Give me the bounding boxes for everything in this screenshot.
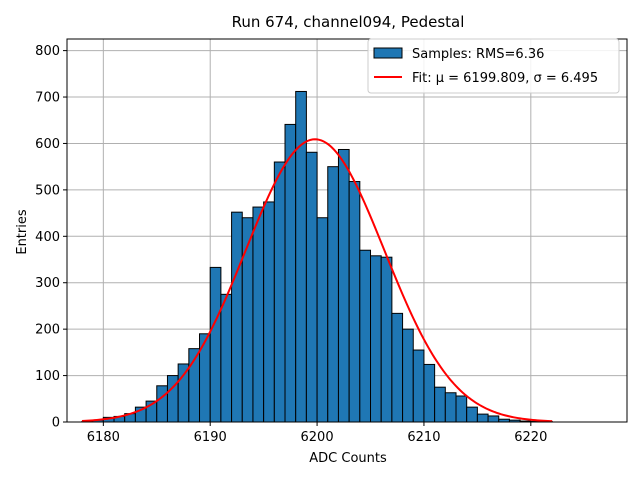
x-axis-ticks: 6180 6190 6200 6210 6220 <box>87 422 547 445</box>
histogram-bar <box>305 151 318 423</box>
x-tick-label: 6180 <box>87 430 120 445</box>
y-tick-label: 100 <box>35 369 60 384</box>
chart-title: Run 674, channel094, Pedestal <box>232 13 465 31</box>
histogram-bar <box>434 386 446 423</box>
y-axis-label: Entries <box>15 209 30 255</box>
histogram-bar <box>337 148 350 423</box>
histogram-bar <box>284 123 297 423</box>
x-tick-label: 6200 <box>301 430 334 445</box>
histogram-bar <box>252 206 265 423</box>
histogram-bars <box>81 90 553 423</box>
legend-histogram-label: Samples: RMS=6.36 <box>412 47 544 62</box>
histogram-bar <box>380 256 393 423</box>
histogram-bar <box>423 363 436 423</box>
fit-curve <box>81 138 553 423</box>
y-axis-ticks: 0 100 200 300 400 500 600 700 800 <box>35 44 67 431</box>
x-axis-label: ADC Counts <box>309 451 387 466</box>
histogram-bar <box>359 249 372 423</box>
y-tick-label: 800 <box>35 44 60 59</box>
histogram-bar <box>466 406 478 423</box>
histogram-bar <box>348 181 361 423</box>
legend: Samples: RMS=6.36 Fit: μ = 6199.809, σ =… <box>367 38 620 94</box>
histogram-bar <box>209 266 222 423</box>
histogram-bar <box>444 392 457 423</box>
x-tick-label: 6210 <box>407 430 440 445</box>
histogram-bar <box>263 201 275 423</box>
histogram-bar <box>220 293 233 423</box>
legend-fit-label: Fit: μ = 6199.809, σ = 6.495 <box>412 71 598 86</box>
histogram-bar <box>487 415 500 423</box>
legend-histogram-swatch <box>373 47 403 59</box>
y-tick-label: 200 <box>35 323 60 338</box>
histogram-bar <box>316 217 329 423</box>
histogram-bar <box>455 395 468 423</box>
histogram-bar <box>476 413 489 423</box>
histogram-bar <box>295 90 307 423</box>
histogram-bar <box>412 349 425 423</box>
histogram-bar <box>391 312 404 423</box>
histogram-bar <box>402 328 414 423</box>
histogram-bar <box>273 161 286 423</box>
plot-frame <box>66 38 628 423</box>
legend-box <box>367 38 620 94</box>
histogram-bar <box>370 255 382 423</box>
y-tick-label: 300 <box>35 276 60 291</box>
y-tick-label: 700 <box>35 91 60 106</box>
histogram-bar <box>241 217 254 423</box>
histogram-bar <box>156 385 168 423</box>
y-tick-label: 0 <box>52 416 60 431</box>
histogram-bar <box>327 166 339 423</box>
y-tick-label: 600 <box>35 137 60 152</box>
x-tick-label: 6220 <box>514 430 547 445</box>
histogram-bar <box>231 211 243 423</box>
y-tick-label: 500 <box>35 183 60 198</box>
x-tick-label: 6190 <box>194 430 227 445</box>
y-tick-label: 400 <box>35 230 60 245</box>
histogram-bar <box>177 363 190 423</box>
